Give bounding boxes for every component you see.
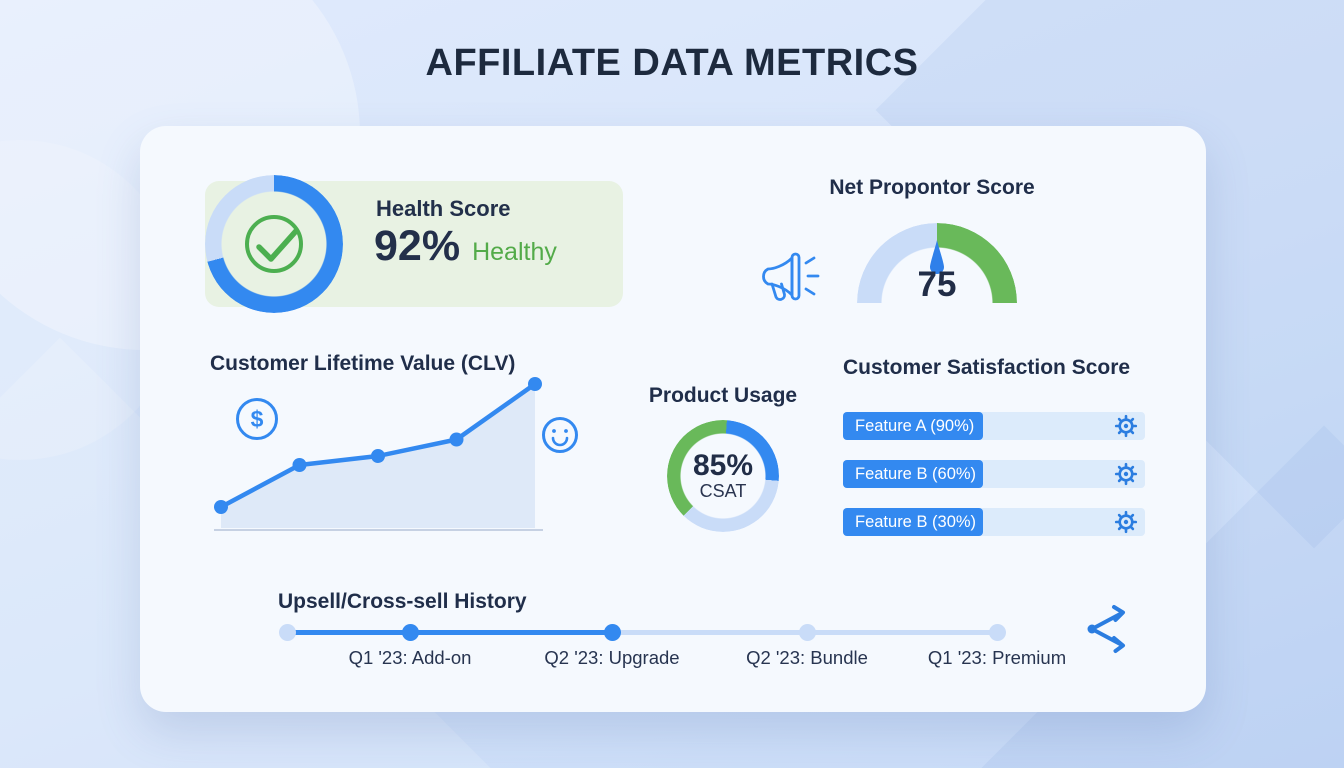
timeline-label-premium: Q1 '23: Premium — [927, 647, 1067, 668]
product-usage-label: CSAT — [699, 481, 747, 502]
timeline-dot-start — [279, 624, 296, 641]
timeline-track — [287, 630, 1002, 635]
timeline-dot-upgrade — [604, 624, 621, 641]
timeline-dot-addon — [402, 624, 419, 641]
clv-line-chart — [214, 377, 543, 531]
megaphone-icon — [762, 252, 820, 301]
nps-title: Net Propontor Score — [829, 176, 1035, 199]
timeline-dot-bundle — [799, 624, 816, 641]
csat-title: Customer Satisfaction Score — [843, 356, 1131, 379]
nps-value: 75 — [917, 265, 957, 304]
csat-bar-feature-b1: Feature B (60%) — [843, 460, 983, 488]
csat-bar-track: Feature B (30%) — [843, 508, 1145, 536]
csat-bar-track: Feature A (90%) — [843, 412, 1145, 440]
csat-bar-feature-b2: Feature B (30%) — [843, 508, 983, 536]
dashboard-card: Health Score 92% Healthy Net Propontor S… — [140, 126, 1206, 712]
health-score-value-row: 92% Healthy — [374, 222, 557, 271]
check-circle-icon — [245, 215, 303, 273]
timeline-label-bundle: Q2 '23: Bundle — [746, 647, 868, 668]
share-branch-icon[interactable] — [1084, 603, 1136, 655]
csat-bar-feature-a: Feature A (90%) — [843, 412, 983, 440]
health-score-ring-chart — [205, 175, 343, 313]
health-score-title: Health Score — [376, 196, 511, 221]
svg-text:$: $ — [251, 406, 264, 432]
upsell-timeline — [279, 623, 1006, 641]
clv-title: Customer Lifetime Value (CLV) — [210, 352, 516, 375]
csat-bars: Feature A (90%) Feature B (60%) Feature … — [843, 412, 1145, 556]
upsell-title: Upsell/Cross-sell History — [278, 590, 527, 613]
health-score-status: Healthy — [472, 238, 557, 266]
product-usage-title: Product Usage — [648, 384, 798, 407]
page-title: AFFILIATE DATA METRICS — [425, 42, 919, 84]
smiley-icon — [542, 417, 578, 453]
timeline-track-completed — [287, 630, 614, 635]
gauge-needle — [930, 240, 944, 274]
gear-icon[interactable] — [1114, 462, 1138, 486]
timeline-label-addon: Q1 '23: Add-on — [348, 647, 472, 668]
gear-icon[interactable] — [1114, 414, 1138, 438]
timeline-label-upgrade: Q2 '23: Upgrade — [544, 647, 680, 668]
product-usage-value: 85% — [692, 448, 754, 482]
product-usage-donut-chart — [667, 420, 779, 532]
gear-icon[interactable] — [1114, 510, 1138, 534]
timeline-dot-premium — [989, 624, 1006, 641]
product-usage-center: 85% CSAT — [667, 420, 779, 532]
health-score-value: 92% — [374, 222, 461, 270]
dollar-icon: $ — [236, 398, 278, 440]
csat-bar-track: Feature B (60%) — [843, 460, 1145, 488]
